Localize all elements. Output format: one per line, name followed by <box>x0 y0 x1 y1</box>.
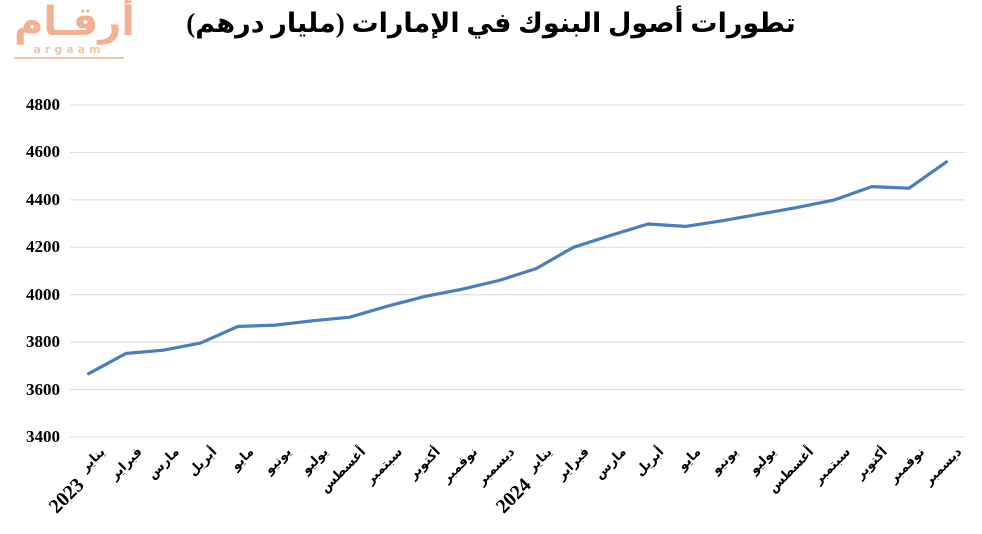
y-tick-label: 3800 <box>26 332 60 352</box>
data-series-line <box>86 160 949 376</box>
argaam-logo-latin: argaam <box>14 44 124 59</box>
y-tick-label: 3400 <box>26 427 60 446</box>
y-tick-label: 4400 <box>26 189 60 209</box>
y-tick-label: 4800 <box>26 95 60 114</box>
argaam-logo-arabic: أرقـام <box>14 0 136 45</box>
y-tick-label: 4000 <box>26 284 60 304</box>
y-tick-label: 3600 <box>26 379 60 399</box>
y-tick-label: 4200 <box>26 237 60 257</box>
y-tick-label: 4600 <box>26 142 60 162</box>
argaam-logo: أرقـام argaam <box>14 0 136 59</box>
chart-title: تطورات أصول البنوك في الإمارات (مليار در… <box>186 8 796 38</box>
